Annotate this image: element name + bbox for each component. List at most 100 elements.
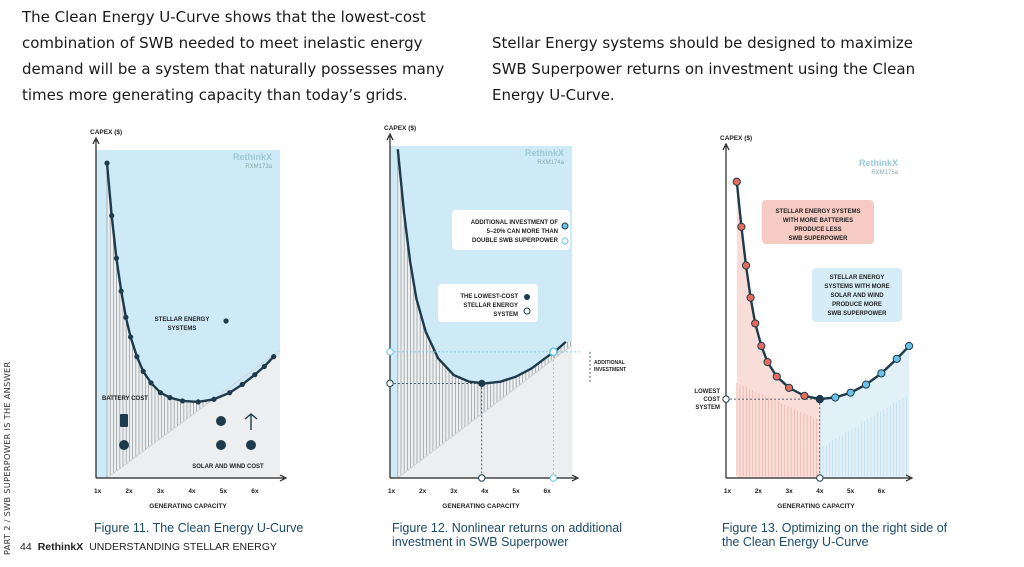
red-area [736, 181, 820, 479]
curve-point [261, 363, 267, 370]
figure-12: CAPEX ($) GENERATING CAPACITY 1x 2x 3x 4x 5x 6x… [372, 118, 642, 518]
figure-13: CAPEX ($) GENERATING CAPACITY 1x 2x 3x 4x 5x 6x… [684, 118, 934, 518]
x-tick-label: 2x [755, 488, 763, 495]
caption-figure-11: Figure 11. The Clean Energy U-Curve [94, 521, 304, 535]
x-axis-arrow [279, 474, 288, 482]
red-point [763, 357, 772, 367]
y-axis-label: CAPEX ($) [720, 135, 752, 142]
lowest-cost-label: COST [703, 397, 720, 403]
rethinkx-logo: RethinkX [233, 152, 272, 162]
y-axis-arrow [92, 136, 100, 145]
curve-point [179, 398, 186, 404]
x-axis-label: GENERATING CAPACITY [777, 503, 855, 510]
sun-icon [216, 416, 226, 426]
lowest-open-marker [523, 307, 531, 315]
blue-annotation-text: SOLAR AND WIND [830, 293, 884, 299]
lowest-cost-box [438, 284, 538, 322]
footer: 44 RethinkX UNDERSTANDING STELLAR ENERGY [20, 541, 277, 553]
curve-point [134, 354, 140, 360]
red-point [751, 319, 760, 328]
blue-annotation-box [812, 268, 902, 322]
additional-investment-text: DOUBLE SWB SUPERPOWER [472, 238, 559, 244]
figure-11: CAPEX ($) GENERATING CAPACITY 1x 2x 3x 4x 5x 6x… [78, 118, 288, 518]
page-number: 44 [20, 541, 32, 553]
battery-icon [120, 414, 128, 427]
dollar-icon [119, 440, 129, 450]
x-tick-label: 3x [157, 488, 165, 495]
blue-point [892, 354, 901, 363]
solar-wind-boundary [106, 349, 281, 479]
chart-figure-13: CAPEX ($) GENERATING CAPACITY 1x 2x 3x 4x 5x 6x… [694, 135, 914, 510]
x-tick-label: 2x [125, 488, 133, 495]
dollar-icon [216, 440, 226, 450]
lowest-cost-point [478, 379, 486, 387]
blue-point [904, 341, 914, 351]
blue-annotation-text: SYSTEMS WITH MORE [824, 284, 889, 290]
curve-point [227, 390, 233, 396]
red-annotation-text: STELLAR ENERGY SYSTEMS [776, 209, 861, 215]
u-curve-line [396, 149, 567, 385]
x-axis-marker [478, 474, 486, 482]
y-axis-marker [386, 348, 394, 356]
y-axis-label: CAPEX ($) [384, 125, 416, 132]
red-point [741, 261, 751, 270]
x-tick-label: 4x [816, 488, 824, 495]
stellar-annotation: STELLAR ENERGY [155, 317, 210, 323]
lowest-cost-text: THE LOWEST-COST [460, 294, 518, 300]
curve-point [123, 314, 129, 320]
x-tick-label: 6x [251, 488, 259, 495]
blue-annotation-text: PRODUCE MORE [832, 302, 882, 308]
lowest-cost-text: SYSTEM [493, 312, 518, 318]
x-tick-label: 2x [419, 488, 427, 495]
x-tick-label: 3x [785, 488, 793, 495]
stellar-marker [223, 318, 229, 324]
blue-point [861, 380, 871, 389]
curve-point [167, 395, 173, 401]
blue-annotation-text: STELLAR ENERGY [830, 275, 885, 281]
curve-point [140, 368, 146, 374]
curve-point [195, 399, 201, 405]
x-axis-label: GENERATING CAPACITY [149, 503, 227, 510]
x-axis-marker [816, 474, 824, 482]
intro-text-right: Stellar Energy systems should be designe… [492, 34, 916, 104]
caption-figure-12: Figure 12. Nonlinear returns on addition… [392, 521, 622, 549]
curve-point [118, 288, 124, 294]
curve-point [271, 354, 277, 360]
red-annotation-box [762, 200, 874, 244]
y-axis-label: CAPEX ($) [90, 129, 122, 136]
curve-point [148, 380, 154, 386]
investment-side-note: ADDITIONAL [594, 360, 625, 366]
y-axis-marker [722, 395, 730, 403]
blue-annotation-text: SWB SUPERPOWER [827, 311, 887, 317]
investment-side-note: INVESTMENT [594, 367, 626, 373]
lowest-marker [524, 294, 530, 300]
x-tick-label: 5x [220, 488, 228, 495]
y-axis-marker [386, 379, 394, 388]
x-axis-arrow [905, 474, 914, 482]
x-tick-label: 5x [847, 488, 855, 495]
red-point [757, 341, 766, 351]
stellar-annotation: SYSTEMS [168, 326, 197, 332]
y-axis-arrow [386, 132, 394, 141]
solar-wind-boundary [397, 344, 573, 479]
chart-figure-12: CAPEX ($) GENERATING CAPACITY 1x 2x 3x 4x 5x 6x… [384, 125, 626, 510]
rethinkx-logo: RethinkX [859, 158, 898, 168]
curve-point [239, 381, 245, 388]
curve-point [211, 396, 217, 402]
blue-point [877, 369, 886, 378]
x-axis-label: GENERATING CAPACITY [442, 503, 520, 510]
red-annotation-text: SWB SUPERPOWER [788, 236, 848, 242]
additional-investment-text: 5–20% CAN MORE THAN [487, 229, 558, 235]
solar-wind-label: SOLAR AND WIND COST [192, 464, 264, 470]
curve-point [127, 334, 134, 340]
red-point [746, 293, 755, 302]
figure-code: RXM174a [537, 160, 564, 166]
red-annotation-text: WITH MORE BATTERIES [783, 218, 853, 224]
lowest-cost-label: SYSTEM [695, 405, 720, 411]
x-tick-label: 3x [450, 488, 458, 495]
x-axis-arrow [571, 474, 580, 482]
x-tick-label: 4x [188, 488, 196, 495]
red-point [732, 177, 741, 186]
area-under-curve [107, 163, 280, 478]
dollar-icon [246, 440, 256, 450]
